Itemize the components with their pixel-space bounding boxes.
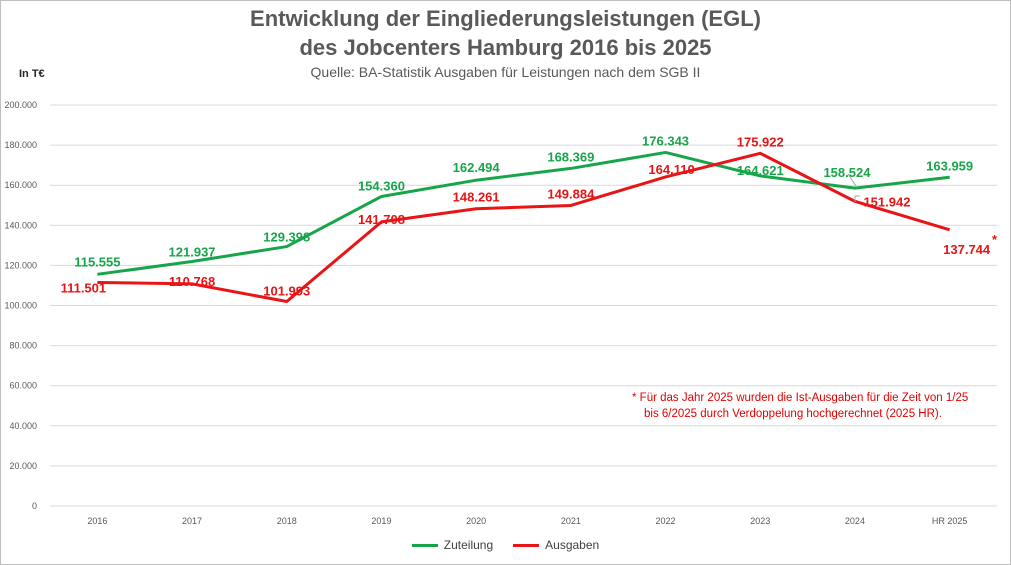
legend-item-zuteilung: Zuteilung [411, 538, 494, 552]
data-label-ausgaben: 111.501 [61, 280, 107, 295]
legend-swatch-zuteilung [411, 543, 438, 547]
series-line-ausgaben [97, 151, 951, 304]
data-label-ausgaben: 175.922 [737, 134, 784, 149]
data-label-zuteilung: 163.959 [926, 158, 973, 173]
x-tick-label: 2021 [561, 516, 581, 526]
y-tick-label: 80.000 [9, 341, 37, 351]
x-tick-label: 2018 [277, 516, 297, 526]
x-tick-label: 2022 [656, 516, 676, 526]
data-label-ausgaben: 137.744 [943, 242, 991, 257]
legend-swatch-ausgaben [513, 543, 540, 547]
y-tick-label: 100.000 [4, 301, 37, 311]
data-label-zuteilung: 168.369 [547, 149, 594, 164]
x-tick-label: 2017 [182, 516, 202, 526]
x-tick-label: 2020 [466, 516, 486, 526]
footnote: * Für das Jahr 2025 wurden die Ist-Ausga… [632, 390, 968, 422]
legend-label-ausgaben: Ausgaben [545, 538, 600, 552]
x-tick-label: 2019 [371, 516, 391, 526]
chart-subtitle: Quelle: BA-Statistik Ausgaben für Leistu… [310, 64, 701, 80]
data-label-zuteilung: 162.494 [453, 160, 501, 175]
data-label-ausgaben: 110.768 [169, 274, 215, 289]
data-label-ausgaben: 149.884 [547, 186, 595, 201]
y-tick-label: 0 [32, 501, 37, 511]
leader-line [847, 173, 857, 187]
chart-title: Entwicklung der Eingliederungsleistungen… [250, 6, 761, 31]
x-tick-label: 2023 [750, 516, 770, 526]
data-label-ausgaben: 141.708 [358, 212, 405, 227]
x-tick-label: 2016 [87, 516, 107, 526]
series-line-zuteilung [97, 150, 950, 276]
data-label-zuteilung: 154.360 [358, 179, 405, 194]
data-label-zuteilung: 115.555 [74, 254, 120, 269]
x-tick-label: 2024 [845, 516, 865, 526]
legend: Zuteilung Ausgaben [0, 538, 1011, 552]
chart-title-line2: des Jobcenters Hamburg 2016 bis 2025 [299, 35, 712, 60]
data-label-zuteilung: 164.621 [737, 163, 784, 178]
y-tick-label: 60.000 [9, 381, 37, 391]
data-label-zuteilung: 158.524 [823, 165, 871, 180]
y-tick-label: 120.000 [4, 260, 37, 270]
y-axis-unit: In T€ [19, 68, 45, 80]
data-label-ausgaben: 151.942 [863, 194, 910, 209]
legend-label-zuteilung: Zuteilung [443, 538, 494, 552]
asterisk-mark: * [992, 232, 998, 247]
data-label-ausgaben: 164.110 [648, 162, 694, 177]
y-tick-label: 200.000 [4, 100, 37, 110]
y-tick-label: 160.000 [4, 180, 37, 190]
y-tick-label: 40.000 [9, 421, 37, 431]
data-label-zuteilung: 176.343 [642, 133, 689, 148]
leader-line [854, 195, 860, 202]
data-label-ausgaben: 101.993 [263, 284, 310, 299]
footnote-line2: bis 6/2025 durch Verdoppelung hochgerech… [644, 408, 942, 420]
y-tick-label: 140.000 [4, 220, 37, 230]
data-label-zuteilung: 121.937 [169, 245, 216, 260]
data-label-zuteilung: 129.398 [263, 230, 310, 245]
data-label-ausgaben: 148.261 [453, 190, 500, 205]
footnote-line1: * Für das Jahr 2025 wurden die Ist-Ausga… [632, 392, 969, 404]
legend-item-ausgaben: Ausgaben [513, 538, 599, 552]
y-tick-label: 20.000 [9, 461, 37, 471]
y-tick-label: 180.000 [4, 140, 37, 150]
x-tick-label: HR 2025 [932, 516, 968, 526]
